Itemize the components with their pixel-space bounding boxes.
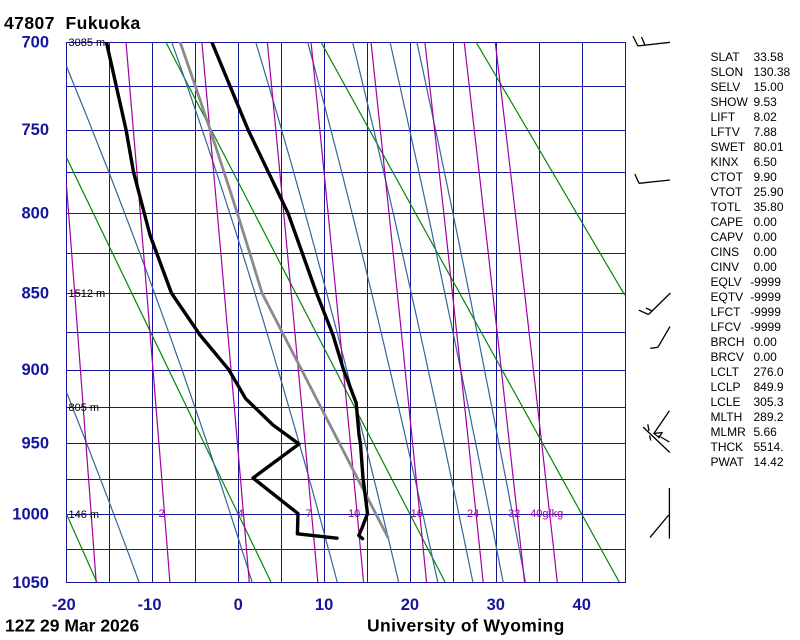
- svg-text:700: 700: [21, 34, 49, 52]
- svg-text:-9999: -9999: [750, 320, 781, 334]
- svg-text:LIFT: LIFT: [711, 110, 736, 124]
- svg-text:TOTL: TOTL: [711, 200, 742, 214]
- svg-text:CAPV: CAPV: [711, 230, 744, 244]
- svg-text:EQLV: EQLV: [711, 275, 742, 289]
- svg-text:0.00: 0.00: [754, 335, 778, 349]
- svg-text:2: 2: [158, 508, 164, 520]
- svg-text:THCK: THCK: [711, 440, 744, 454]
- svg-text:-10: -10: [138, 596, 162, 614]
- svg-text:5.66: 5.66: [754, 425, 778, 439]
- svg-text:0.00: 0.00: [754, 230, 778, 244]
- svg-text:0: 0: [234, 596, 243, 614]
- svg-text:PWAT: PWAT: [711, 455, 745, 469]
- svg-text:8.02: 8.02: [754, 110, 778, 124]
- svg-text:5514.: 5514.: [754, 440, 784, 454]
- svg-text:800: 800: [21, 205, 49, 223]
- svg-text:BRCV: BRCV: [711, 350, 744, 364]
- svg-text:950: 950: [21, 435, 49, 453]
- svg-text:24: 24: [467, 508, 479, 520]
- svg-text:1512 m: 1512 m: [69, 288, 106, 300]
- svg-text:LCLP: LCLP: [711, 380, 741, 394]
- svg-text:-20: -20: [52, 596, 76, 614]
- svg-text:SHOW: SHOW: [711, 95, 749, 109]
- svg-text:0.00: 0.00: [754, 245, 778, 259]
- svg-text:0.00: 0.00: [754, 215, 778, 229]
- svg-text:9.90: 9.90: [754, 170, 778, 184]
- svg-text:SWET: SWET: [711, 140, 746, 154]
- svg-text:900: 900: [21, 361, 49, 379]
- svg-text:SLON: SLON: [711, 65, 744, 79]
- svg-text:1050: 1050: [12, 574, 49, 592]
- svg-text:849.9: 849.9: [754, 380, 784, 394]
- svg-text:6.50: 6.50: [754, 155, 778, 169]
- svg-text:33.58: 33.58: [754, 50, 784, 64]
- svg-text:0.00: 0.00: [754, 350, 778, 364]
- svg-text:BRCH: BRCH: [711, 335, 745, 349]
- svg-text:9.53: 9.53: [754, 95, 778, 109]
- svg-text:CINS: CINS: [711, 245, 740, 259]
- svg-text:0.00: 0.00: [754, 260, 778, 274]
- svg-text:16: 16: [411, 508, 423, 520]
- svg-text:MLTH: MLTH: [711, 410, 743, 424]
- svg-text:CTOT: CTOT: [711, 170, 744, 184]
- svg-text:KINX: KINX: [711, 155, 739, 169]
- svg-text:LCLE: LCLE: [711, 395, 741, 409]
- svg-text:32: 32: [508, 508, 520, 520]
- svg-text:SELV: SELV: [711, 80, 741, 94]
- svg-text:-9999: -9999: [750, 290, 781, 304]
- svg-text:3085 m: 3085 m: [69, 37, 106, 49]
- svg-text:35.80: 35.80: [754, 200, 784, 214]
- svg-text:7: 7: [306, 508, 312, 520]
- svg-text:1000: 1000: [12, 506, 49, 524]
- svg-text:25.90: 25.90: [754, 185, 784, 199]
- svg-text:LCLT: LCLT: [711, 365, 740, 379]
- svg-text:805 m: 805 m: [69, 402, 100, 414]
- svg-text:CAPE: CAPE: [711, 215, 744, 229]
- svg-text:15.00: 15.00: [754, 80, 784, 94]
- svg-text:146 m: 146 m: [69, 509, 100, 521]
- svg-text:SLAT: SLAT: [711, 50, 741, 64]
- svg-text:MLMR: MLMR: [711, 425, 747, 439]
- svg-text:-9999: -9999: [750, 275, 781, 289]
- svg-text:30: 30: [487, 596, 505, 614]
- svg-text:850: 850: [21, 285, 49, 303]
- svg-text:20: 20: [401, 596, 419, 614]
- svg-text:130.38: 130.38: [754, 65, 791, 79]
- svg-text:40: 40: [573, 596, 591, 614]
- svg-text:7.88: 7.88: [754, 125, 778, 139]
- svg-text:47807 Fukuoka: 47807 Fukuoka: [4, 13, 141, 33]
- svg-text:10: 10: [348, 508, 360, 520]
- svg-text:10: 10: [315, 596, 333, 614]
- svg-text:289.2: 289.2: [754, 410, 784, 424]
- svg-text:LFCT: LFCT: [711, 305, 742, 319]
- svg-text:80.01: 80.01: [754, 140, 784, 154]
- svg-text:CINV: CINV: [711, 260, 740, 274]
- svg-text:VTOT: VTOT: [711, 185, 743, 199]
- svg-text:LFCV: LFCV: [711, 320, 742, 334]
- svg-text:12Z 29 Mar 2026: 12Z 29 Mar 2026: [5, 616, 140, 636]
- svg-text:4: 4: [237, 508, 243, 520]
- svg-text:14.42: 14.42: [754, 455, 784, 469]
- svg-text:40g/kg: 40g/kg: [530, 508, 563, 520]
- svg-text:750: 750: [21, 121, 49, 139]
- svg-text:276.0: 276.0: [754, 365, 784, 379]
- svg-text:University of Wyoming: University of Wyoming: [367, 616, 565, 636]
- svg-text:EQTV: EQTV: [711, 290, 744, 304]
- svg-text:-9999: -9999: [750, 305, 781, 319]
- svg-text:305.3: 305.3: [754, 395, 784, 409]
- svg-text:LFTV: LFTV: [711, 125, 740, 139]
